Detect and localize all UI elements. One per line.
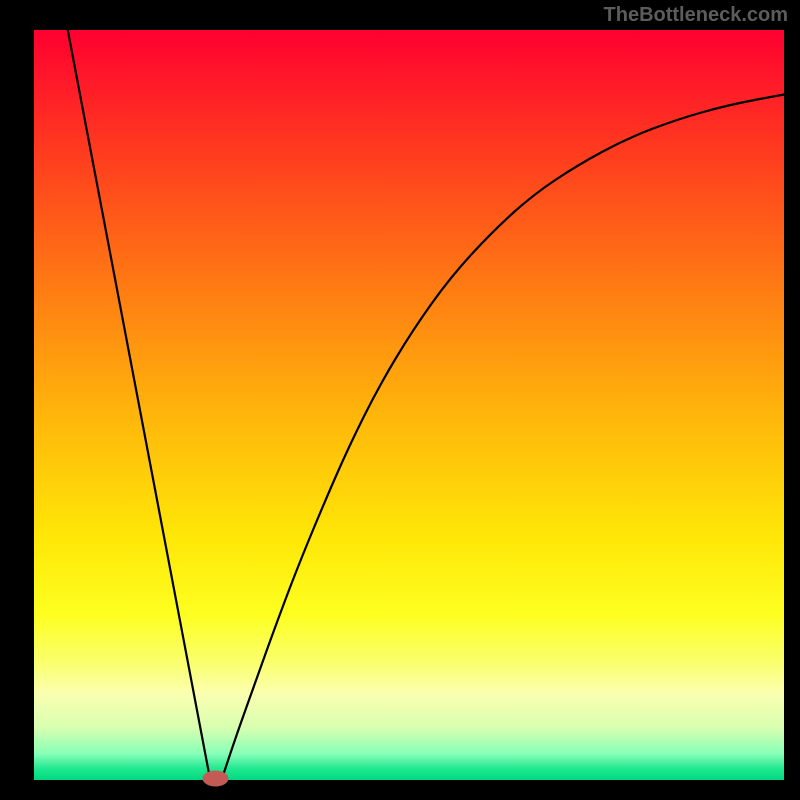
watermark-text: TheBottleneck.com [604,4,788,27]
plot-svg [0,0,800,800]
plot-background [34,30,784,780]
minimum-marker [203,771,229,787]
chart-container: TheBottleneck.com [0,0,800,800]
